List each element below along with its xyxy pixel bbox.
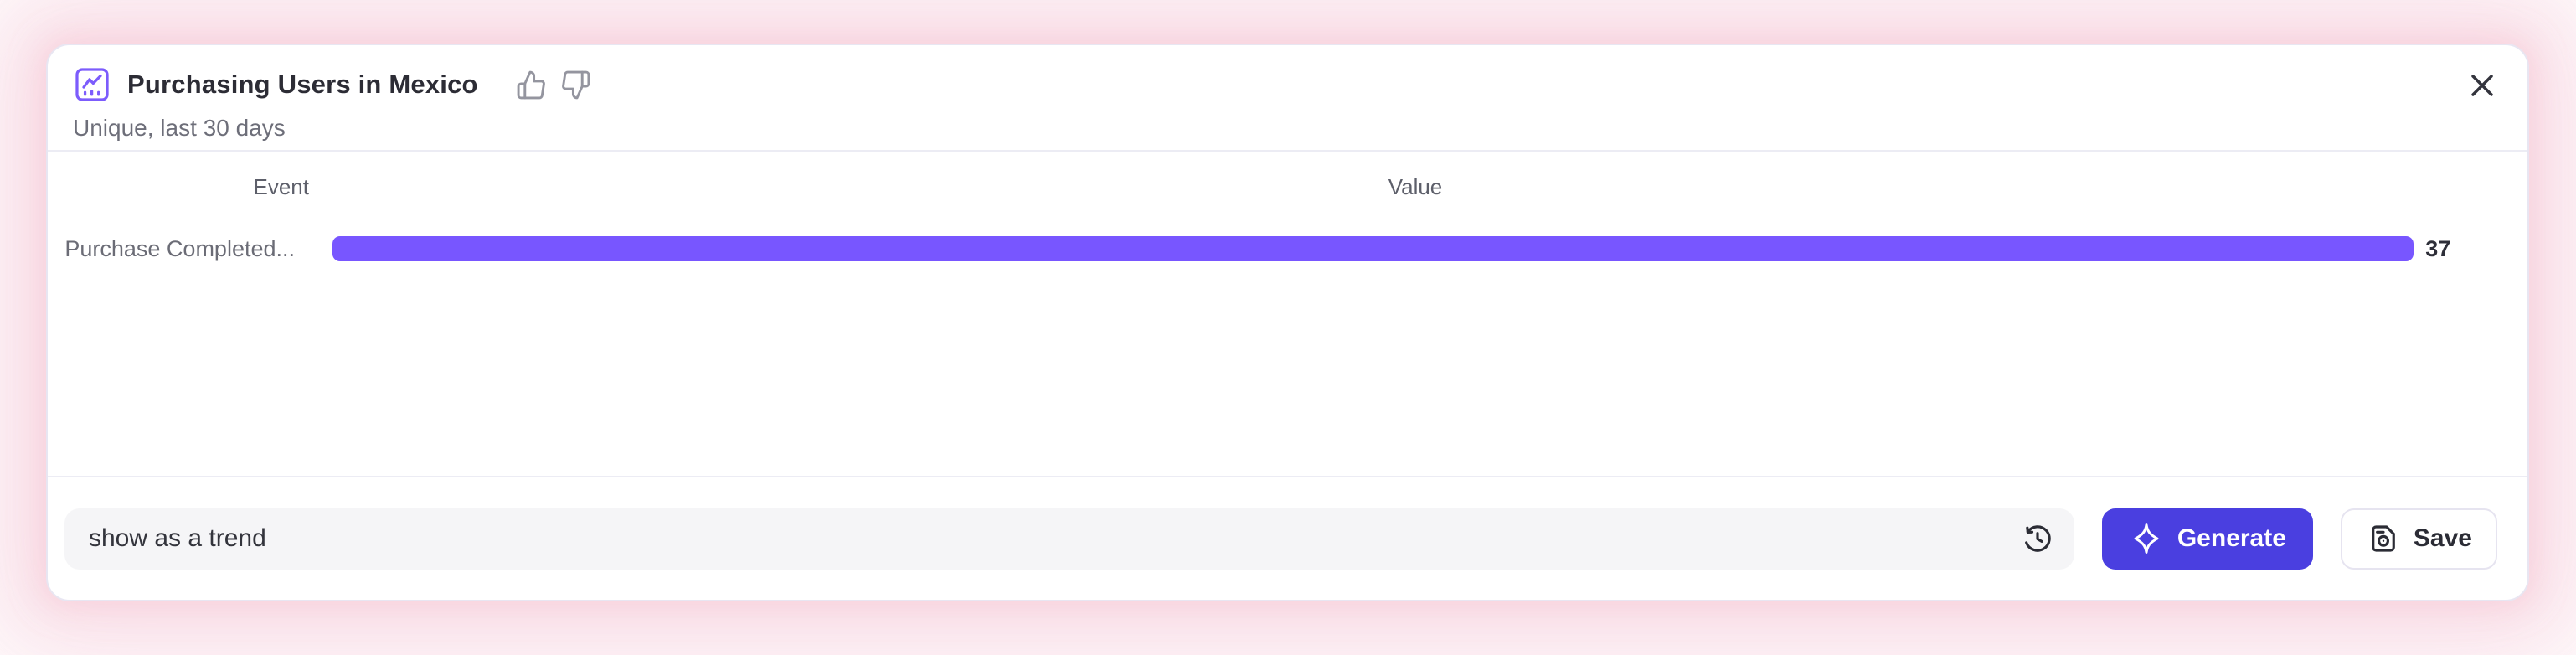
thumbs-down-icon[interactable] <box>560 70 591 101</box>
table-header-row: Event Value <box>63 170 2498 204</box>
generate-button[interactable]: Generate <box>2101 508 2313 570</box>
prompt-box <box>64 508 2074 570</box>
card-title: Purchasing Users in Mexico <box>127 70 478 99</box>
line-chart-icon <box>73 65 111 104</box>
feedback-controls <box>516 70 591 101</box>
sparkle-icon <box>2134 523 2159 554</box>
history-icon[interactable] <box>2019 520 2056 557</box>
insight-card: Purchasing Users in Mexico <box>46 44 2529 601</box>
bar-chart: Event Value Purchase Completed... 37 <box>48 152 2527 476</box>
save-label: Save <box>2413 524 2472 552</box>
table-row: Purchase Completed... 37 <box>63 230 2498 267</box>
header-divider <box>48 150 2527 152</box>
column-header-event: Event <box>253 173 310 199</box>
column-header-value: Value <box>1388 173 1443 199</box>
bar-value: 37 <box>2425 235 2451 261</box>
card-header: Purchasing Users in Mexico <box>48 45 2527 150</box>
save-icon <box>2372 525 2395 552</box>
bar-track: 37 <box>332 230 2498 267</box>
card-subtitle: Unique, last 30 days <box>73 115 286 141</box>
footer-divider <box>48 476 2527 477</box>
close-icon[interactable] <box>2460 64 2504 107</box>
generate-label: Generate <box>2177 524 2286 552</box>
bar[interactable] <box>332 236 2414 261</box>
prompt-input[interactable] <box>89 524 2019 553</box>
title-row: Purchasing Users in Mexico <box>73 65 2502 104</box>
card-footer: Generate Save <box>48 477 2527 600</box>
event-label: Purchase Completed... <box>64 235 295 261</box>
save-button[interactable]: Save <box>2340 508 2497 570</box>
thumbs-up-icon[interactable] <box>516 70 547 101</box>
